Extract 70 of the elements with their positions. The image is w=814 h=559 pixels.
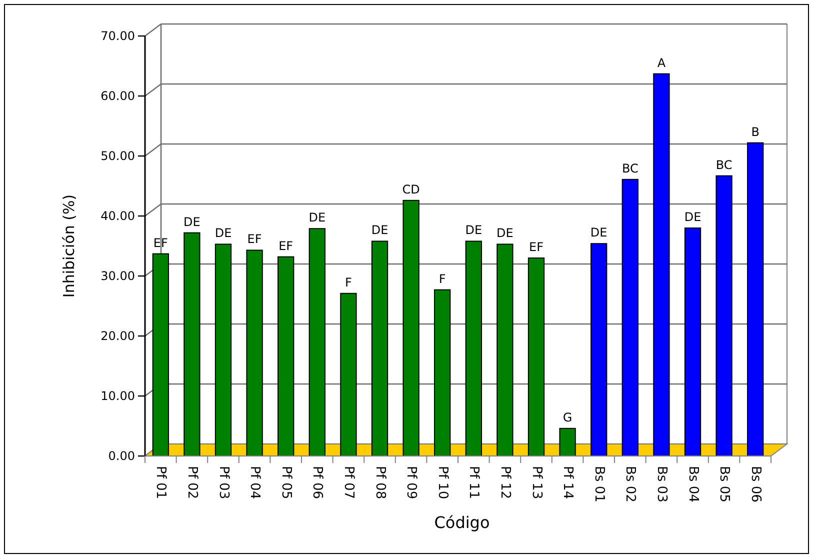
- y-tick-label: 20.00: [100, 329, 135, 344]
- data-label: B: [751, 124, 760, 139]
- x-tick-label: Bs 04: [685, 466, 700, 502]
- data-label: F: [438, 272, 446, 286]
- x-tick-label: Pf 06: [310, 466, 325, 500]
- x-tick-label: Bs 05: [716, 466, 732, 502]
- data-label: A: [657, 56, 666, 70]
- bar: [622, 178, 638, 456]
- bar: [371, 240, 388, 456]
- x-tick-label: Pf 05: [278, 466, 294, 500]
- bar: [590, 243, 608, 456]
- bar: [653, 73, 670, 456]
- data-label: CD: [402, 182, 420, 196]
- y-axis-title: Inhibición (%): [60, 194, 78, 298]
- y-tick-label: 40.00: [100, 209, 135, 224]
- y-tick-label: 30.00: [100, 269, 135, 284]
- bar: [246, 250, 263, 456]
- x-tick-label: Bs 02: [622, 466, 638, 502]
- data-label: DE: [184, 214, 200, 229]
- bar: [278, 256, 294, 456]
- bar: [559, 428, 576, 456]
- y-tick-label: 50.00: [100, 149, 135, 164]
- x-tick-label: Pf 14: [560, 466, 576, 500]
- bar: [184, 232, 200, 456]
- bar: [747, 142, 764, 456]
- x-tick-label: Pf 07: [340, 466, 356, 500]
- y-tick-label: 70.00: [100, 29, 135, 44]
- x-tick-label: Bs 03: [654, 466, 669, 502]
- data-label: DE: [496, 226, 514, 240]
- x-tick-label: Pf 01: [153, 466, 168, 500]
- x-tick-label: Pf 13: [528, 466, 544, 500]
- bar: [528, 258, 545, 456]
- data-label: G: [562, 410, 572, 424]
- x-tick-label: Pf 10: [434, 466, 450, 500]
- data-label: DE: [465, 223, 482, 238]
- data-label: EF: [278, 238, 294, 253]
- x-tick-label: Pf 12: [497, 466, 512, 500]
- bar: [308, 228, 326, 456]
- data-label: BC: [716, 158, 732, 172]
- x-axis-title: Código: [434, 513, 490, 532]
- y-tick-label: 60.00: [100, 89, 135, 104]
- data-label: DE: [371, 223, 388, 238]
- bar: [402, 200, 420, 456]
- data-label: F: [344, 275, 352, 290]
- data-label: DE: [590, 226, 608, 240]
- data-label: EF: [153, 236, 168, 250]
- x-tick-label: Pf 02: [184, 466, 200, 500]
- bar: [214, 244, 232, 456]
- data-label: DE: [308, 210, 326, 225]
- bar: [340, 292, 357, 456]
- x-tick-label: Pf 09: [404, 466, 419, 500]
- x-tick-label: Bs 01: [591, 466, 606, 502]
- bar: [684, 228, 702, 456]
- x-tick-label: Pf 08: [372, 466, 388, 500]
- data-label: EF: [247, 232, 262, 246]
- y-tick-label: 0.00: [108, 449, 135, 464]
- bar: [152, 253, 169, 456]
- bar: [434, 289, 451, 456]
- data-label: DE: [684, 210, 702, 224]
- bar: [496, 244, 514, 456]
- bar: [716, 175, 732, 456]
- x-tick-label: Bs 06: [748, 466, 763, 502]
- data-label: BC: [622, 161, 638, 176]
- bar: [465, 240, 482, 456]
- x-tick-label: Pf 11: [466, 466, 482, 500]
- y-tick-label: 10.00: [100, 389, 135, 404]
- x-tick-label: Pf 04: [247, 466, 262, 500]
- data-label: DE: [214, 226, 232, 240]
- data-label: EF: [529, 240, 544, 254]
- x-tick-label: Pf 03: [216, 466, 231, 500]
